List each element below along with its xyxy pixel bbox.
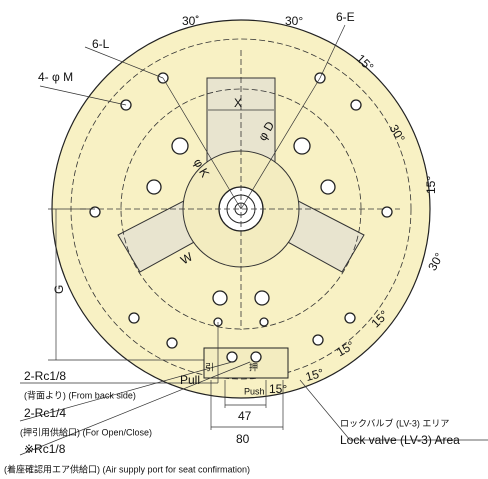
label: 引 <box>205 362 214 372</box>
label: G <box>52 285 66 294</box>
label: Push <box>244 386 265 396</box>
note: (背面より) (From back side) <box>24 389 136 400</box>
angle-label: 15° <box>424 176 438 194</box>
label: 押 <box>249 361 258 372</box>
note: 2-Rc1/8 <box>24 369 66 383</box>
note: (着座確認用エア供給口) (Air supply port for seat c… <box>4 463 250 474</box>
angle-label: 15° <box>269 382 287 396</box>
label: X <box>234 96 242 110</box>
angle-label: 30° <box>285 14 303 28</box>
drawing: 6-L 6-E 4- φ M X φ D φ K W G Pull 引 押 Pu… <box>0 0 488 479</box>
note: ロックバルブ (LV-3) エリア <box>340 417 449 428</box>
lock-valve <box>204 348 288 378</box>
label: 4- φ M <box>38 70 73 84</box>
angle-label: 30˚ <box>182 14 199 28</box>
note: Lock valve (LV-3) Area <box>340 433 460 447</box>
label: 6-L <box>92 37 110 51</box>
note: 2-Rc1/4 <box>24 406 66 420</box>
angle-label: 30° <box>425 250 446 273</box>
note: (押引用供給口) (For Open/Close) <box>20 426 152 437</box>
note: ※Rc1/8 <box>24 442 66 456</box>
label: Pull <box>180 373 200 387</box>
label: 6-E <box>336 10 355 24</box>
label: 80 <box>236 432 250 446</box>
label: 47 <box>238 409 252 423</box>
